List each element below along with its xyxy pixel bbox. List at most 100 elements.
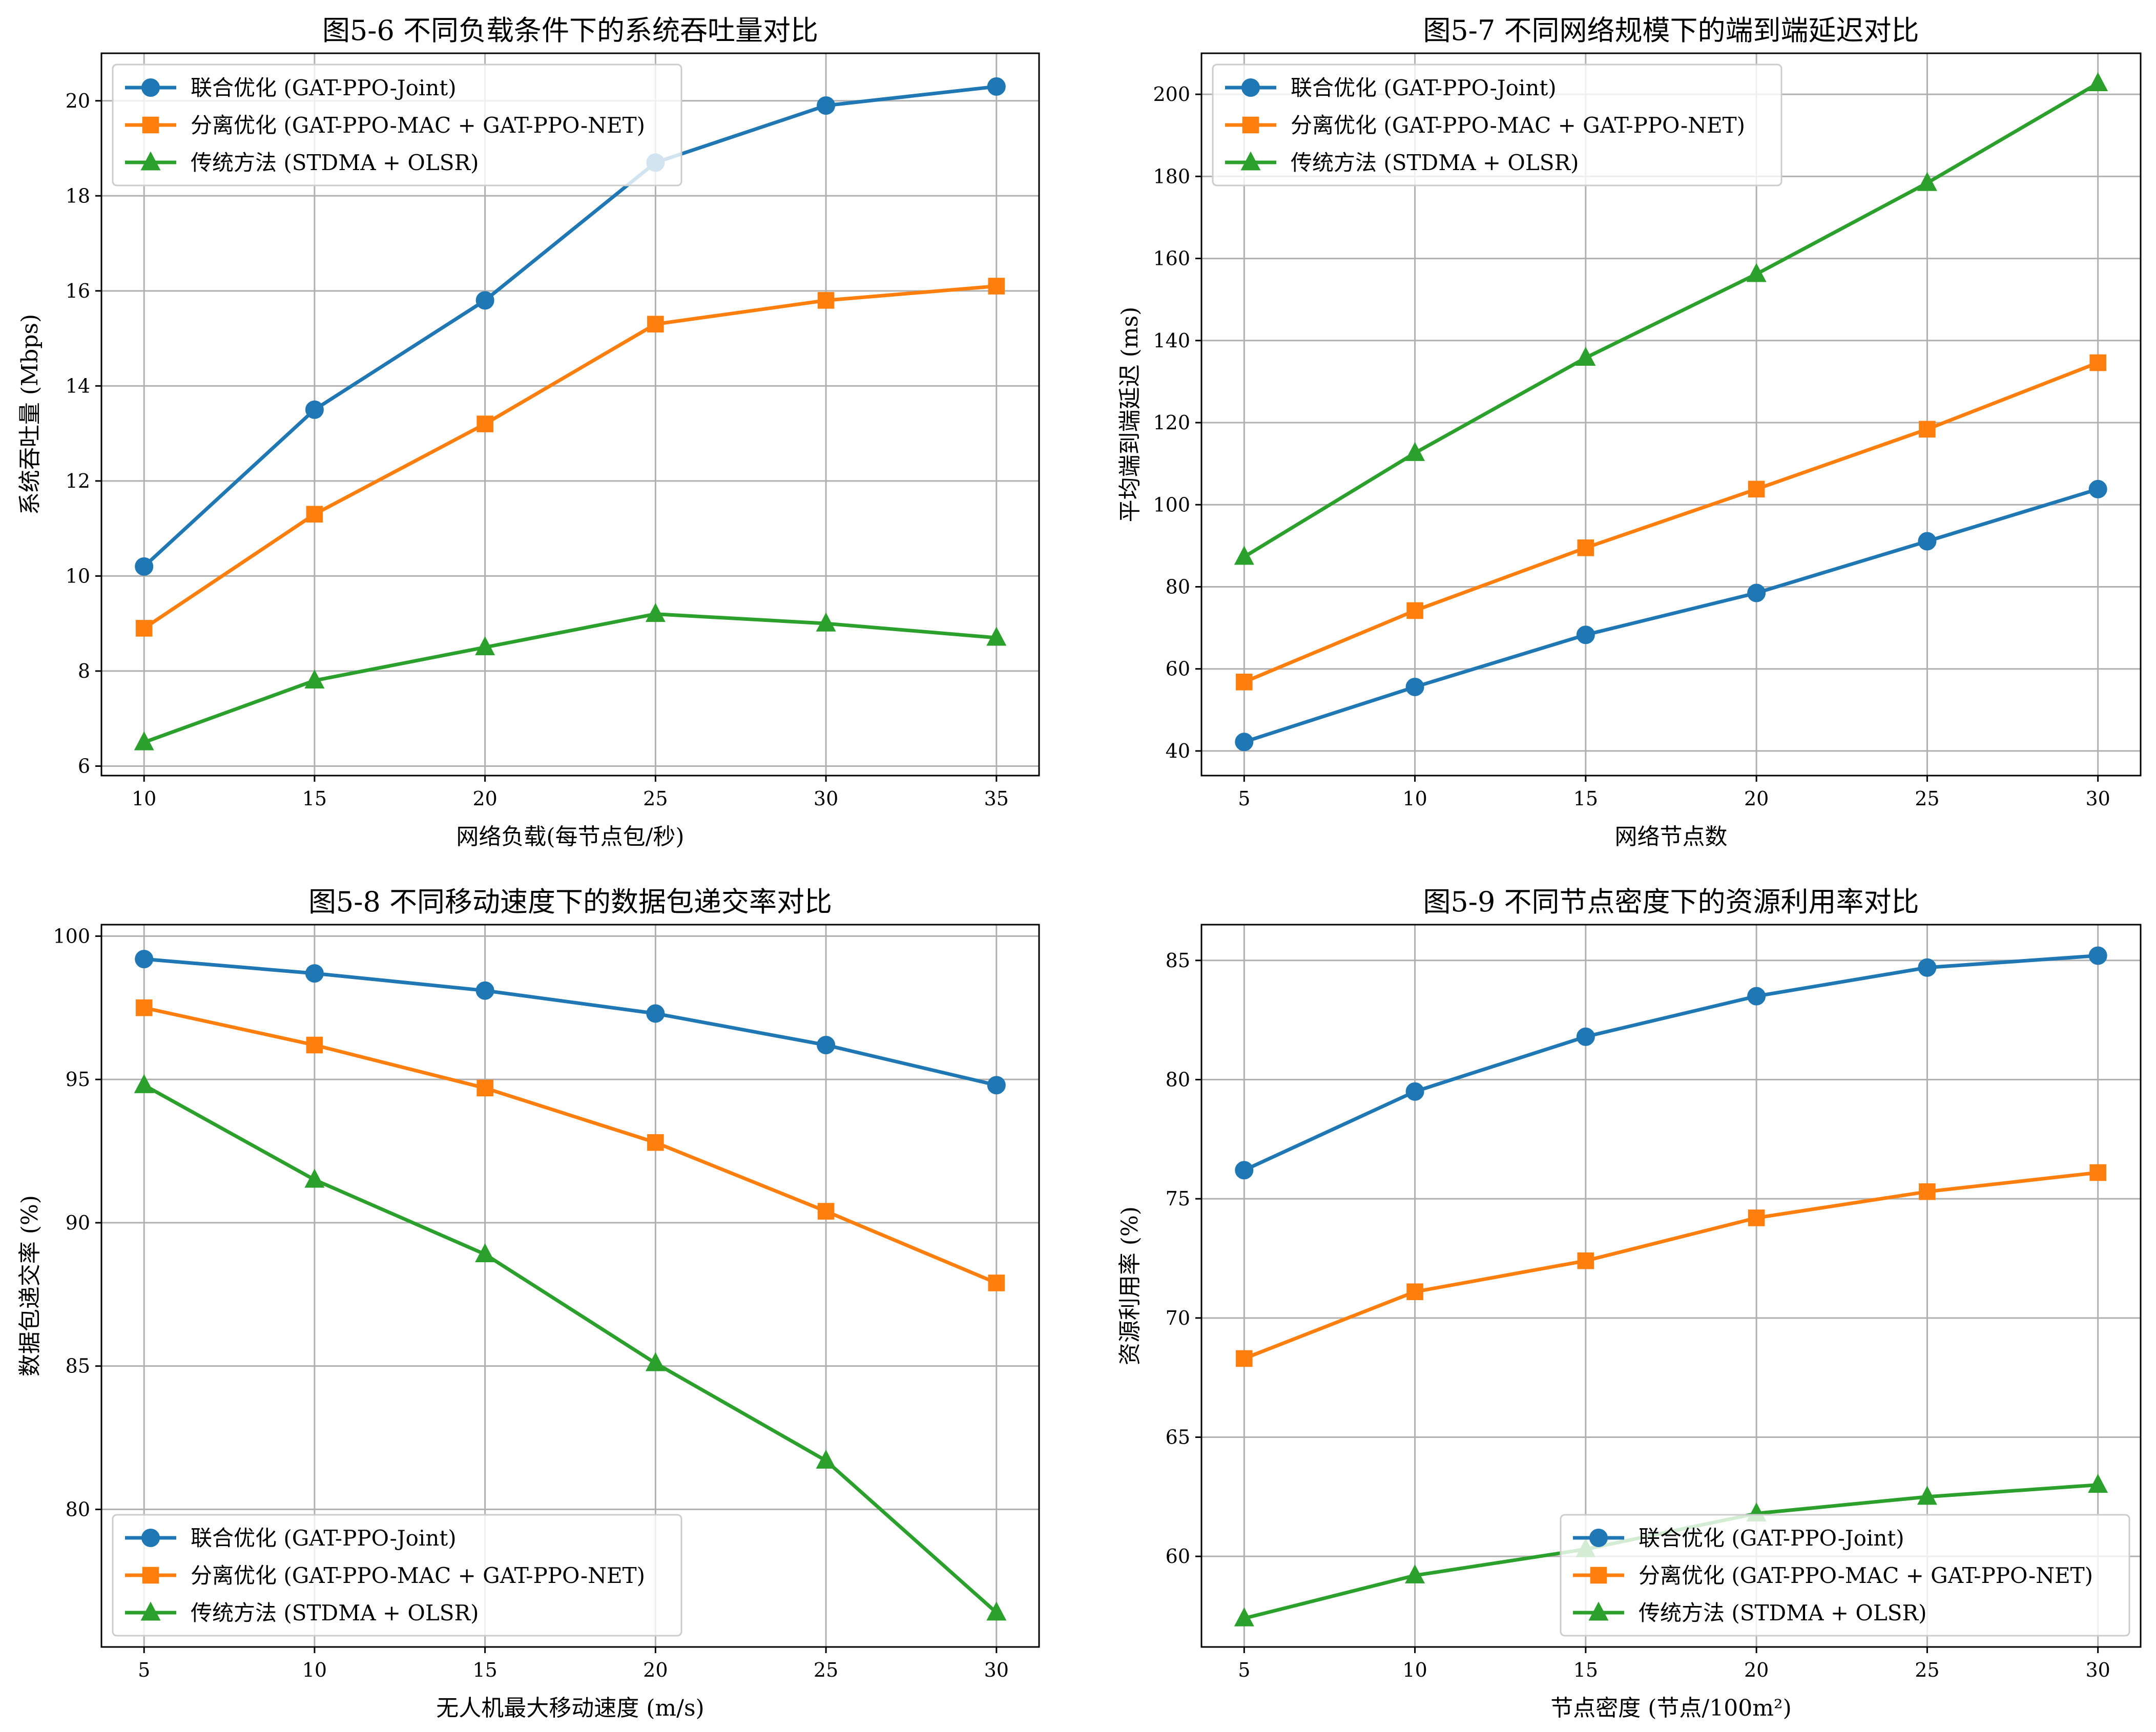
x-tick-label: 15 bbox=[1573, 1659, 1598, 1681]
x-tick-label: 15 bbox=[302, 787, 327, 810]
data-point-separate bbox=[1577, 539, 1594, 556]
y-tick-label: 70 bbox=[1166, 1307, 1190, 1329]
data-point-joint bbox=[1918, 958, 1937, 977]
data-point-separate bbox=[1236, 674, 1253, 691]
data-point-joint bbox=[1747, 987, 1766, 1006]
series-line-joint bbox=[1243, 487, 2099, 744]
y-tick-label: 6 bbox=[78, 755, 90, 777]
x-axis-label: 网络负载(每节点包/秒) bbox=[456, 824, 684, 850]
legend-marker-joint bbox=[1241, 78, 1260, 97]
data-point-traditional bbox=[1405, 1564, 1425, 1583]
x-tick-label: 10 bbox=[132, 787, 156, 810]
y-tick-label: 60 bbox=[1166, 1545, 1190, 1568]
data-point-traditional bbox=[304, 669, 325, 689]
x-tick-label: 25 bbox=[814, 1659, 838, 1681]
x-tick-label: 30 bbox=[2086, 787, 2110, 810]
data-point-joint bbox=[135, 950, 154, 969]
chart-panel-2: 5 10 15 20 25 30 40 60 80 100 120 140 160 180 200 图5-7 … bbox=[1117, 14, 2142, 850]
series-line-traditional bbox=[1243, 81, 2099, 558]
x-tick-label: 25 bbox=[1915, 1659, 1939, 1681]
x-tick-label: 15 bbox=[1573, 787, 1598, 810]
x-axis-label: 无人机最大移动速度 (m/s) bbox=[436, 1695, 704, 1721]
legend-marker-traditional bbox=[1588, 1601, 1609, 1621]
axes-frame bbox=[100, 52, 1040, 777]
y-tick-label: 8 bbox=[78, 660, 90, 682]
data-point-traditional bbox=[986, 1601, 1007, 1621]
chart-panel-3: 5 10 15 20 25 30 80 85 90 95 100 图5-8 不同移动速度下的数据包递交… bbox=[17, 886, 1040, 1721]
legend-label-traditional: 传统方法 (STDMA + OLSR) bbox=[1291, 150, 1579, 175]
data-point-joint bbox=[1576, 1027, 1595, 1046]
legend: 联合优化 (GAT-PPO-Joint) 分离优化 (GAT-PPO-MAC + … bbox=[112, 1514, 682, 1637]
chart-title: 图5-9 不同节点密度下的资源利用率对比 bbox=[1423, 886, 1919, 918]
y-axis-label: 资源利用率 (%) bbox=[1117, 1206, 1143, 1365]
legend-label-traditional: 传统方法 (STDMA + OLSR) bbox=[191, 150, 479, 175]
data-point-joint bbox=[817, 96, 836, 115]
legend-item-separate: 分离优化 (GAT-PPO-MAC + GAT-PPO-NET) bbox=[1573, 1563, 2093, 1588]
data-point-joint bbox=[646, 1004, 665, 1023]
x-tick-label: 20 bbox=[1744, 787, 1769, 810]
legend-item-traditional: 传统方法 (STDMA + OLSR) bbox=[125, 1600, 479, 1625]
y-axis-label: 系统吞吐量 (Mbps) bbox=[17, 314, 43, 515]
series-line-separate bbox=[1243, 1171, 2099, 1361]
data-point-joint bbox=[987, 1076, 1006, 1095]
data-point-traditional bbox=[1746, 263, 1767, 282]
series-line-traditional bbox=[143, 1083, 998, 1614]
legend-marker-traditional bbox=[1240, 151, 1261, 171]
legend-label-separate: 分离优化 (GAT-PPO-MAC + GAT-PPO-NET) bbox=[1639, 1563, 2093, 1588]
x-axis-label: 网络节点数 bbox=[1615, 824, 1728, 850]
series-line-separate bbox=[143, 284, 997, 630]
data-point-separate bbox=[135, 620, 153, 637]
series-line-joint bbox=[143, 957, 997, 1087]
data-point-separate bbox=[1577, 1252, 1594, 1269]
data-point-separate bbox=[817, 1203, 835, 1220]
data-point-joint bbox=[1747, 583, 1766, 602]
data-point-separate bbox=[1406, 602, 1423, 619]
legend-item-joint: 联合优化 (GAT-PPO-Joint) bbox=[125, 75, 457, 100]
data-point-joint bbox=[2088, 946, 2107, 965]
data-point-separate bbox=[988, 278, 1005, 295]
legend: 联合优化 (GAT-PPO-Joint) 分离优化 (GAT-PPO-MAC + … bbox=[112, 64, 682, 186]
chart-panel-4: 5 10 15 20 25 30 60 65 70 75 80 85 图5-9 不同节点密度下的资源利用… bbox=[1117, 886, 2142, 1721]
y-tick-label: 80 bbox=[66, 1498, 90, 1520]
legend-marker-separate bbox=[1242, 116, 1259, 134]
data-point-traditional bbox=[645, 603, 666, 622]
data-point-separate bbox=[1748, 481, 1765, 498]
legend-label-separate: 分离优化 (GAT-PPO-MAC + GAT-PPO-NET) bbox=[1291, 113, 1745, 138]
legend-item-joint: 联合优化 (GAT-PPO-Joint) bbox=[1225, 75, 1557, 100]
data-point-separate bbox=[306, 506, 323, 523]
y-tick-label: 16 bbox=[66, 280, 90, 302]
y-tick-label: 80 bbox=[1166, 1068, 1190, 1091]
data-point-joint bbox=[1235, 1161, 1254, 1180]
legend-label-separate: 分离优化 (GAT-PPO-MAC + GAT-PPO-NET) bbox=[191, 1563, 645, 1588]
x-tick-label: 30 bbox=[2086, 1659, 2110, 1681]
y-tick-label: 60 bbox=[1166, 658, 1190, 680]
y-tick-label: 75 bbox=[1166, 1187, 1190, 1210]
y-tick-label: 65 bbox=[1166, 1426, 1190, 1448]
x-tick-label: 25 bbox=[1915, 787, 1939, 810]
legend-label-joint: 联合优化 (GAT-PPO-Joint) bbox=[1639, 1526, 1904, 1551]
y-axis-label: 数据包递交率 (%) bbox=[17, 1195, 43, 1376]
x-tick-label: 20 bbox=[472, 787, 497, 810]
data-point-traditional bbox=[304, 1168, 325, 1188]
legend-item-separate: 分离优化 (GAT-PPO-MAC + GAT-PPO-NET) bbox=[1225, 113, 1745, 138]
y-tick-label: 95 bbox=[66, 1068, 90, 1091]
data-point-traditional bbox=[1405, 442, 1425, 461]
y-tick-label: 80 bbox=[1166, 575, 1190, 598]
y-tick-label: 200 bbox=[1153, 83, 1190, 106]
series-line-joint bbox=[1243, 954, 2098, 1172]
data-point-separate bbox=[647, 316, 664, 333]
data-point-traditional bbox=[134, 731, 154, 750]
data-point-joint bbox=[987, 77, 1006, 96]
axes-frame bbox=[1200, 52, 2142, 777]
legend-marker-joint bbox=[141, 1529, 160, 1547]
data-point-traditional bbox=[816, 1449, 836, 1469]
x-tick-label: 25 bbox=[643, 787, 668, 810]
data-point-traditional bbox=[1917, 1486, 1937, 1505]
legend-label-separate: 分离优化 (GAT-PPO-MAC + GAT-PPO-NET) bbox=[191, 113, 645, 138]
y-tick-label: 18 bbox=[66, 184, 90, 207]
data-point-joint bbox=[1918, 532, 1937, 551]
data-point-traditional bbox=[2088, 1474, 2108, 1493]
y-tick-label: 10 bbox=[66, 565, 90, 587]
data-point-traditional bbox=[1575, 346, 1596, 366]
x-tick-label: 20 bbox=[1744, 1659, 1769, 1681]
